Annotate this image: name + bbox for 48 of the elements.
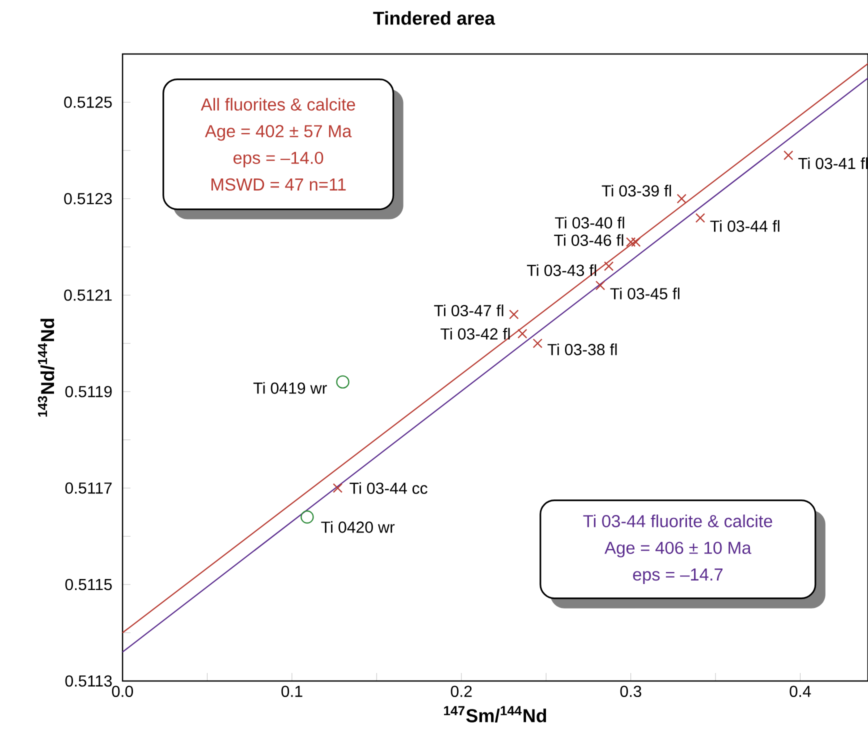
- annotation: All fluorites & calcite: [200, 98, 356, 111]
- point: [695, 213, 706, 223]
- annotation: Ti 03-39 fl: [602, 184, 671, 197]
- annotation: Ti 03-43 fl: [526, 264, 596, 276]
- y-tick-label: 0.5117: [65, 482, 112, 494]
- annotation: Ti 03-45 fl: [610, 288, 680, 300]
- annotation: Age = 406 ± 10 Ma: [604, 542, 752, 558]
- point: [300, 510, 314, 524]
- y-tick-label: 0.5115: [65, 578, 112, 590]
- annotation: MSWD = 47 n=11: [211, 178, 346, 191]
- annotation: Ti 03-42 fl: [440, 328, 510, 340]
- annotation: Age = 402 ± 57 Ma: [204, 125, 352, 141]
- annotation: Ti 0420 wr: [321, 521, 395, 533]
- x-axis-title: $^{147}$Sm/$^{144}$Nd: [444, 706, 546, 723]
- point: [784, 150, 794, 160]
- x-tick-label: 0.2: [450, 686, 472, 698]
- annotation: Ti 03-47 fl: [434, 304, 504, 316]
- point: [604, 261, 614, 272]
- annotation: Ti 03-46 fl: [554, 234, 624, 246]
- annotation: Ti 03-38 fl: [548, 344, 617, 356]
- point: [332, 483, 343, 493]
- point: [336, 375, 350, 389]
- point: [532, 338, 542, 348]
- annotation: Ti 03-44 fluorite & calcite: [583, 514, 772, 528]
- point: [518, 328, 528, 339]
- annotation: Ti 0419 wr: [253, 382, 327, 394]
- annotation: Ti 03-41 fl: [798, 157, 868, 170]
- chart-title: Tindered area: [373, 11, 496, 25]
- annotation: Ti 03-44 fl: [710, 220, 780, 232]
- y-tick-label: 0.5119: [65, 386, 112, 398]
- annotation: eps = –14.7: [633, 568, 723, 584]
- y-tick-label: 0.5125: [64, 96, 112, 108]
- point: [626, 237, 636, 247]
- annotation: eps = –14.0: [234, 152, 324, 168]
- x-tick-label: 0.1: [281, 686, 302, 698]
- point: [595, 280, 606, 290]
- point: [676, 194, 686, 204]
- y-tick-label: 0.5123: [64, 193, 112, 204]
- point: [631, 237, 641, 247]
- annotation: Ti 03-44 cc: [350, 482, 428, 494]
- y-tick-label: 0.5113: [65, 675, 112, 687]
- x-tick-label: 0.0: [112, 686, 134, 698]
- x-tick-label: 0.4: [790, 686, 811, 698]
- point: [509, 310, 519, 320]
- y-tick-label: 0.5121: [64, 289, 112, 301]
- annotation: Ti 03-40 fl: [555, 216, 624, 228]
- y-axis-title: $^{143}$Nd/$^{144}$Nd: [38, 318, 54, 417]
- x-tick-label: 0.3: [620, 686, 642, 698]
